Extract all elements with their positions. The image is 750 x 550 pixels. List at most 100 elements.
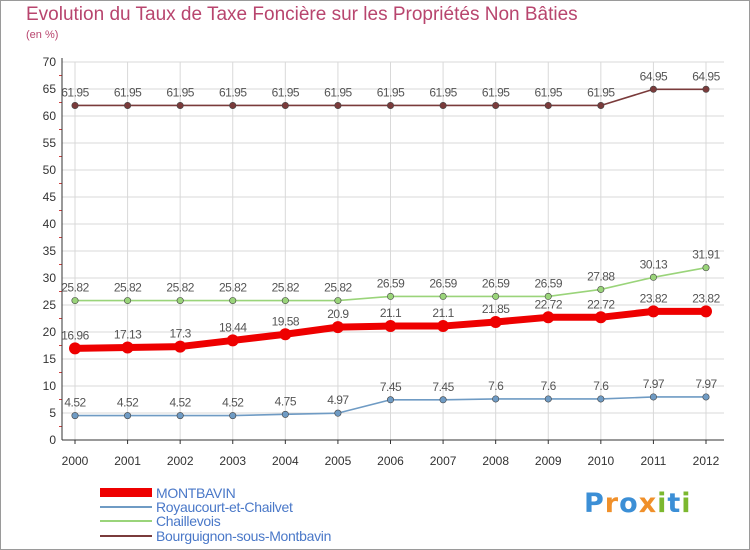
y-tick-label: 0 (49, 433, 56, 447)
data-point-chaillevois (702, 264, 710, 272)
data-point-bourguignon-sous-montbavin (649, 85, 657, 93)
data-label-bourguignon-sous-montbavin: 61.95 (377, 85, 405, 99)
y-tick-label: 55 (43, 136, 57, 150)
x-tick-label: 2011 (641, 454, 667, 468)
proxiti-logo: Proxiti (584, 488, 692, 519)
y-tick-label: 70 (43, 55, 57, 69)
data-label-chaillevois: 30.13 (640, 257, 668, 271)
data-point-montbavin (69, 342, 81, 355)
x-tick-label: 2001 (114, 454, 141, 468)
logo-letter: r (604, 488, 620, 519)
data-labels: 61.95 61.95 61.95 61.95 61.95 61.95 61.95 61.95… (61, 69, 721, 410)
data-point-montbavin (226, 334, 239, 347)
legend-item-royaucourt-et-chailvet: Royaucourt-et-Chailvet (100, 499, 293, 515)
data-label-bourguignon-sous-montbavin: 61.95 (534, 85, 562, 99)
data-point-chaillevois (229, 297, 237, 305)
data-point-chaillevois (492, 292, 500, 300)
data-label-bourguignon-sous-montbavin: 64.95 (640, 69, 668, 83)
data-label-bourguignon-sous-montbavin: 64.95 (692, 69, 720, 83)
y-tick-label: 20 (43, 325, 57, 339)
data-label-royaucourt-et-chailvet: 7.45 (432, 380, 454, 394)
x-tick-label: 2010 (587, 454, 614, 468)
data-label-montbavin: 23.82 (692, 291, 720, 305)
data-point-montbavin (331, 321, 344, 334)
data-label-royaucourt-et-chailvet: 4.75 (275, 394, 297, 408)
y-tick-label: 15 (43, 352, 57, 366)
data-point-montbavin (121, 341, 134, 354)
y-tick-label: 45 (43, 190, 57, 204)
data-point-montbavin (437, 320, 450, 333)
data-point-chaillevois (176, 297, 184, 305)
data-label-bourguignon-sous-montbavin: 61.95 (272, 85, 300, 99)
legend-item-chaillevois: Chaillevois (100, 512, 221, 529)
legend-swatch (100, 519, 152, 522)
data-point-royaucourt-et-chailvet (492, 395, 500, 403)
data-point-bourguignon-sous-montbavin (334, 101, 342, 109)
x-tick-label: 2006 (377, 454, 404, 468)
data-point-bourguignon-sous-montbavin (281, 101, 289, 109)
data-label-royaucourt-et-chailvet: 4.52 (169, 396, 191, 410)
data-label-montbavin: 23.82 (640, 291, 668, 305)
y-tick-label: 30 (43, 271, 57, 285)
data-point-montbavin (542, 311, 555, 324)
data-label-montbavin: 22.72 (587, 297, 615, 311)
logo-letter: P (584, 488, 605, 519)
data-point-bourguignon-sous-montbavin (702, 85, 710, 93)
data-point-chaillevois (544, 292, 552, 300)
x-tick-label: 2005 (325, 454, 352, 468)
data-point-montbavin (594, 311, 607, 324)
data-label-chaillevois: 26.59 (482, 276, 510, 290)
y-tick-label: 40 (43, 217, 57, 231)
legend-swatch (100, 488, 152, 497)
data-label-montbavin: 21.1 (380, 306, 402, 320)
data-label-montbavin: 21.85 (482, 302, 510, 316)
y-tick-label: 5 (49, 406, 56, 420)
data-label-chaillevois: 25.82 (219, 281, 247, 295)
data-label-bourguignon-sous-montbavin: 61.95 (587, 85, 615, 99)
y-tick-label: 65 (43, 82, 57, 96)
data-label-montbavin: 20.9 (327, 307, 349, 321)
legend-item-bourguignon-sous-montbavin: Bourguignon-sous-Montbavin (100, 527, 332, 544)
data-point-chaillevois (281, 297, 289, 305)
chart-title: Evolution du Taux de Taxe Foncière sur l… (26, 4, 578, 25)
data-point-royaucourt-et-chailvet (386, 396, 394, 404)
logo-letter: i (681, 488, 692, 519)
x-tick-label: 2012 (693, 454, 720, 468)
data-label-chaillevois: 26.59 (534, 276, 562, 290)
legend-label: Bourguignon-sous-Montbavin (156, 527, 332, 544)
data-label-chaillevois: 27.88 (587, 269, 615, 283)
data-point-bourguignon-sous-montbavin (71, 101, 79, 109)
data-point-bourguignon-sous-montbavin (544, 101, 552, 109)
logo-letter: t (667, 488, 682, 519)
data-label-bourguignon-sous-montbavin: 61.95 (324, 85, 352, 99)
data-label-bourguignon-sous-montbavin: 61.95 (166, 85, 194, 99)
data-label-bourguignon-sous-montbavin: 61.95 (482, 85, 510, 99)
y-tick-label: 10 (43, 379, 57, 393)
data-point-bourguignon-sous-montbavin (439, 101, 447, 109)
logo-letter: x (638, 488, 658, 519)
data-label-chaillevois: 26.59 (377, 276, 405, 290)
data-label-montbavin: 17.13 (114, 327, 142, 341)
data-point-bourguignon-sous-montbavin (229, 101, 237, 109)
data-label-royaucourt-et-chailvet: 7.6 (541, 379, 557, 393)
legend-label: Chaillevois (156, 512, 221, 529)
data-label-chaillevois: 25.82 (61, 281, 89, 295)
data-label-royaucourt-et-chailvet: 4.52 (117, 396, 139, 410)
y-tick-label: 50 (43, 163, 57, 177)
legend-item-montbavin: MONTBAVIN (100, 485, 236, 501)
data-label-bourguignon-sous-montbavin: 61.95 (61, 85, 89, 99)
data-point-chaillevois (124, 297, 132, 305)
data-label-royaucourt-et-chailvet: 7.97 (643, 377, 665, 391)
data-label-royaucourt-et-chailvet: 7.6 (593, 379, 609, 393)
data-point-chaillevois (649, 273, 657, 281)
data-point-royaucourt-et-chailvet (71, 412, 79, 420)
y-axis-unit-label: (en %) (26, 29, 59, 41)
y-tick-label: 25 (43, 298, 57, 312)
data-label-royaucourt-et-chailvet: 7.97 (695, 377, 717, 391)
axes: 0 5 10 15 20 25 30 35 40 45 50 55 60 65 70 2000 2001 2002… (43, 55, 724, 468)
data-point-montbavin (279, 328, 292, 341)
data-label-chaillevois: 26.59 (429, 276, 457, 290)
x-tick-label: 2004 (272, 454, 299, 468)
